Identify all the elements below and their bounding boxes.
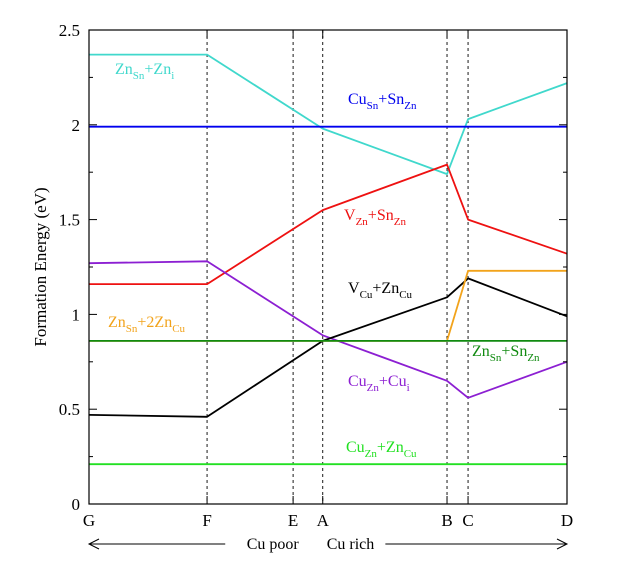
direction-indicator: Cu poor Cu rich — [87, 536, 569, 553]
series-label-5: VCu+ZnCu — [348, 280, 413, 301]
x-tick-label: C — [462, 511, 473, 530]
series-label-main: +2Zn — [137, 314, 172, 331]
series-label-7: ZnSn+SnZn — [472, 343, 540, 364]
series-label-sub: Zn — [367, 382, 380, 394]
series-labels: ZnSn+ZniCuSn+SnZnVZn+SnZnCuZn+CuiVCu+ZnC… — [108, 61, 540, 460]
series-label-sub: Cu — [399, 289, 412, 301]
series-label-sub: Sn — [126, 323, 138, 335]
series-label-main: Zn — [108, 314, 126, 331]
series-label-main: +Sn — [378, 91, 404, 108]
series-label-1: ZnSn+Zni — [115, 61, 174, 82]
y-tick-label: 0.5 — [59, 400, 80, 419]
series-label-main: +Zn — [372, 280, 399, 297]
series-label-main: Zn — [115, 61, 133, 78]
series-label-main: +Zn — [377, 439, 404, 456]
series-label-sub: Sn — [133, 70, 145, 82]
series-label-3: VZn+SnZn — [344, 207, 406, 228]
series-label-sub: Cu — [360, 289, 373, 301]
series-line-3 — [89, 163, 568, 286]
x-tick-label: F — [202, 511, 211, 530]
series-label-sub: Cu — [404, 448, 417, 460]
arrow-right-head — [556, 538, 569, 550]
x-tick-label: G — [83, 511, 95, 530]
series-label-8: CuZn+ZnCu — [346, 439, 417, 460]
series-label-sub: Sn — [490, 352, 502, 364]
series-label-sub: Sn — [367, 100, 379, 112]
series-label-sub: Zn — [527, 352, 540, 364]
plot-frame — [88, 29, 568, 505]
series-label-main: Cu — [348, 373, 367, 390]
y-tick-label: 0 — [72, 495, 81, 514]
series-label-main: V — [348, 280, 360, 297]
x-tick-label: B — [441, 511, 452, 530]
series-label-6: ZnSn+2ZnCu — [108, 314, 186, 335]
series-line-4 — [88, 260, 568, 399]
series-label-main: +Cu — [379, 373, 407, 390]
series-label-2: CuSn+SnZn — [348, 91, 417, 112]
x-tick-label: E — [288, 511, 298, 530]
cu-poor-label: Cu poor — [247, 536, 300, 553]
series-line-5 — [88, 277, 568, 418]
series-label-sub: Zn — [365, 448, 378, 460]
x-tick-label: D — [561, 511, 573, 530]
series-label-main: Cu — [346, 439, 365, 456]
x-tick-label: A — [317, 511, 330, 530]
series-label-sub: i — [407, 382, 410, 394]
cu-rich-label: Cu rich — [327, 536, 375, 553]
series-label-main: Cu — [348, 91, 367, 108]
vertical-reference-lines — [206, 30, 469, 504]
series-label-sub: Cu — [172, 323, 185, 335]
y-tick-label: 1.5 — [59, 211, 80, 230]
series-label-sub: Zn — [356, 216, 369, 228]
axes — [88, 29, 568, 505]
axis-ticks: 0 0.5 1 1.5 2 2.5 G F E A B C D — [59, 21, 573, 530]
series-label-main: Zn — [472, 343, 490, 360]
y-axis-label: Formation Energy (eV) — [31, 187, 50, 346]
series-label-sub: Zn — [404, 100, 417, 112]
y-tick-label: 1 — [72, 305, 81, 324]
series-label-main: +Sn — [368, 207, 394, 224]
series-label-main: +Sn — [501, 343, 527, 360]
series-label-main: V — [344, 207, 356, 224]
series-lines — [88, 53, 568, 466]
series-label-4: CuZn+Cui — [348, 373, 410, 394]
series-line-1 — [89, 53, 568, 176]
series-label-sub: i — [171, 70, 174, 82]
series-label-sub: Zn — [394, 216, 407, 228]
y-tick-label: 2 — [72, 116, 81, 135]
y-tick-label: 2.5 — [59, 21, 80, 40]
series-label-main: +Zn — [144, 61, 171, 78]
arrow-left-head — [87, 538, 100, 550]
